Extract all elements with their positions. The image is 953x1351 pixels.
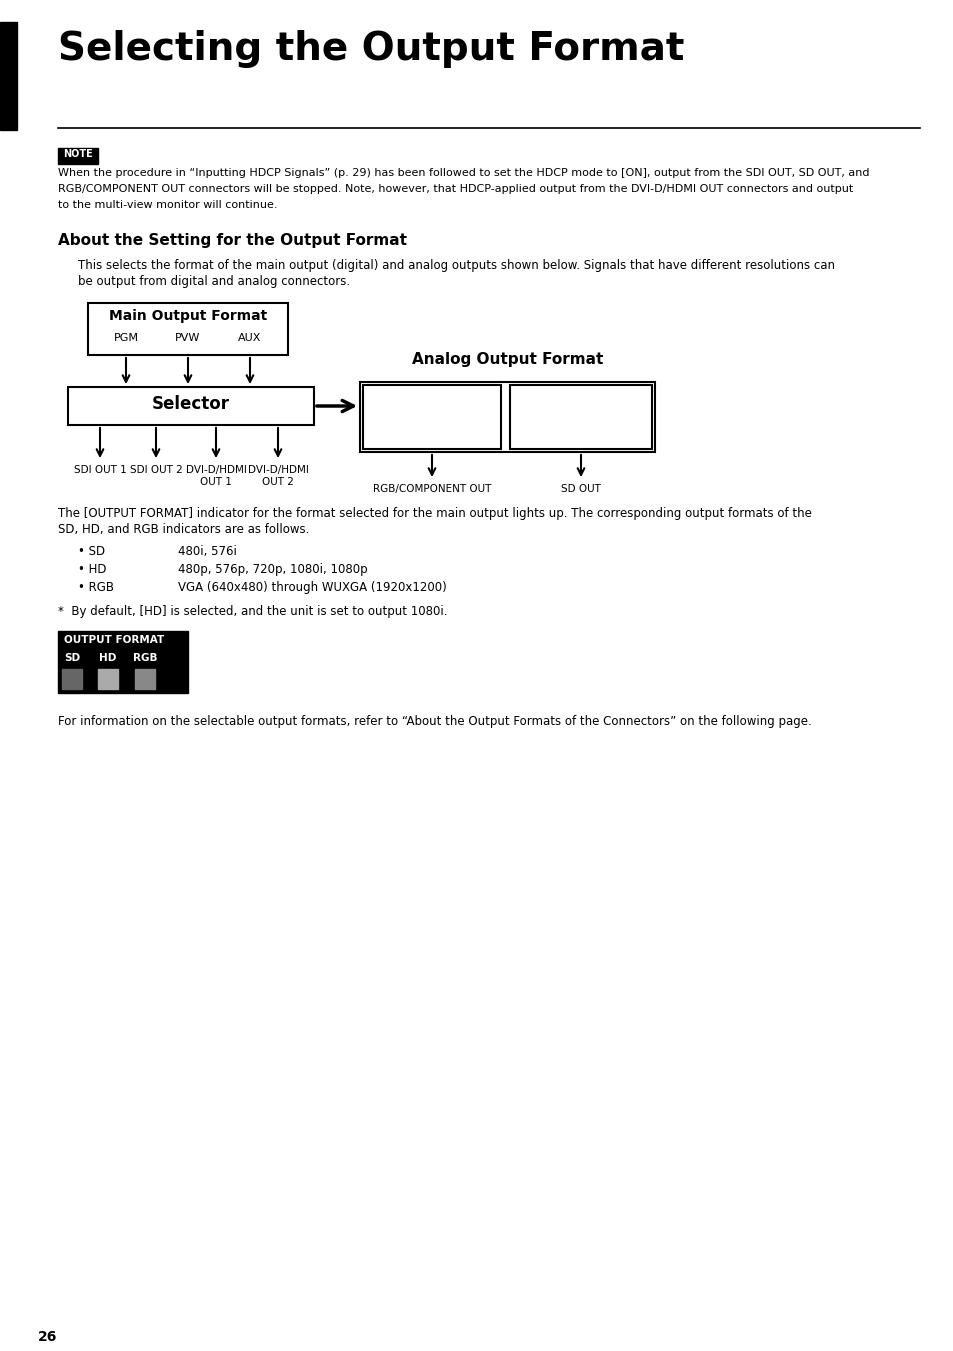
Text: SD: SD [64,653,80,663]
Text: OUTPUT FORMAT: OUTPUT FORMAT [64,635,164,644]
Text: 480p, 576p, 720p, 1080i, 1080p: 480p, 576p, 720p, 1080i, 1080p [178,563,367,576]
Text: DVI-D/HDMI
OUT 2: DVI-D/HDMI OUT 2 [247,465,308,488]
Text: Selecting the Output Format: Selecting the Output Format [58,30,683,68]
Text: • RGB: • RGB [78,581,113,594]
Text: The [OUTPUT FORMAT] indicator for the format selected for the main output lights: The [OUTPUT FORMAT] indicator for the fo… [58,507,811,520]
Text: RGB: RGB [132,653,157,663]
Bar [58,149,98,163]
Text: 26: 26 [38,1329,57,1344]
Text: This selects the format of the main output (digital) and analog outputs shown be: This selects the format of the main outp… [78,259,834,272]
Bar [88,303,288,355]
Text: Selector: Selector [152,394,230,413]
Text: PVW: PVW [175,332,200,343]
Text: Analog Output Format: Analog Output Format [412,353,602,367]
Text: RGB/COMPONENT OUT connectors will be stopped. Note, however, that HDCP-applied o: RGB/COMPONENT OUT connectors will be sto… [58,184,852,195]
Text: Format: Format [407,419,456,432]
Text: *  By default, [HD] is selected, and the unit is set to output 1080i.: * By default, [HD] is selected, and the … [58,605,447,617]
Text: be output from digital and analog connectors.: be output from digital and analog connec… [78,276,350,288]
Text: AUX: AUX [238,332,261,343]
Text: VGA (640x480) through WUXGA (1920x1200): VGA (640x480) through WUXGA (1920x1200) [178,581,446,594]
Text: Composite: Composite [543,399,618,412]
Bar [510,385,651,449]
Text: PGM: PGM [113,332,138,343]
Text: SD, HD, and RGB indicators are as follows.: SD, HD, and RGB indicators are as follow… [58,523,309,536]
Text: 480i, 576i: 480i, 576i [178,544,236,558]
Bar [68,386,314,426]
Bar [62,669,82,689]
Bar [135,669,154,689]
Text: SDI OUT 1: SDI OUT 1 [73,465,126,476]
Text: When the procedure in “Inputting HDCP Signals” (p. 29) has been followed to set : When the procedure in “Inputting HDCP Si… [58,168,868,178]
Text: RGB/COMPONENT OUT: RGB/COMPONENT OUT [373,484,491,494]
Text: DVI-D/HDMI
OUT 1: DVI-D/HDMI OUT 1 [186,465,246,488]
Text: HD: HD [99,653,116,663]
Text: For information on the selectable output formats, refer to “About the Output For: For information on the selectable output… [58,715,811,728]
Text: • HD: • HD [78,563,107,576]
Text: SD OUT: SD OUT [560,484,600,494]
Text: About the Setting for the Output Format: About the Setting for the Output Format [58,232,407,249]
Bar [98,669,118,689]
Text: NOTE: NOTE [63,149,92,159]
Bar [58,631,188,693]
Text: • SD: • SD [78,544,105,558]
Bar [363,385,500,449]
Text: to the multi-view monitor will continue.: to the multi-view monitor will continue. [58,200,277,209]
Text: RGB/Component: RGB/Component [375,399,489,412]
Text: SDI OUT 2: SDI OUT 2 [130,465,182,476]
Text: Format: Format [556,419,605,432]
Bar [0,22,17,130]
Bar [359,382,655,453]
Text: Main Output Format: Main Output Format [109,309,267,323]
